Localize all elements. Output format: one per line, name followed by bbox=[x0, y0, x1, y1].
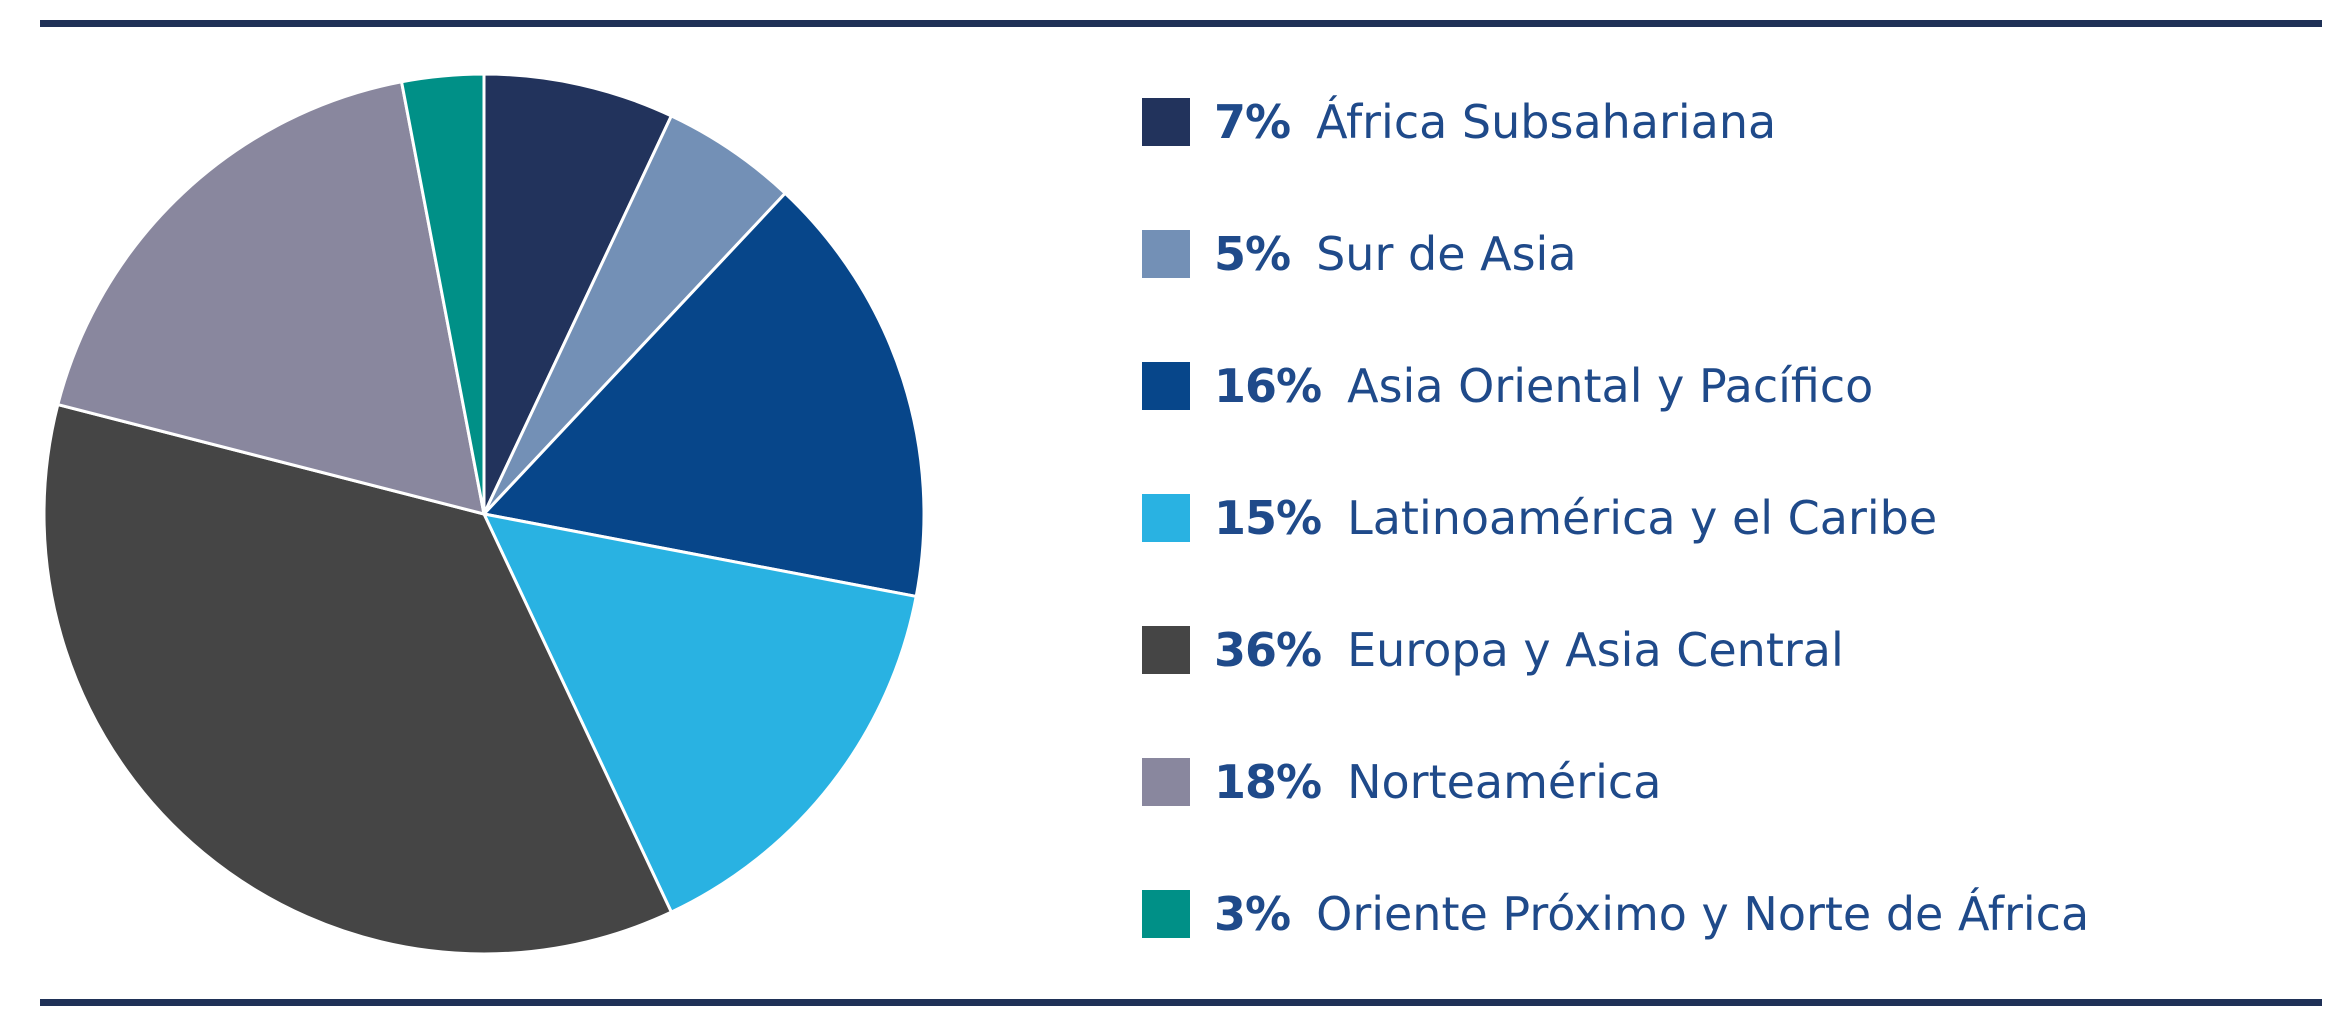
pie-slice-7 bbox=[400, 72, 486, 516]
pie-slice-3 bbox=[482, 191, 926, 598]
legend-label: Sur de Asia bbox=[1316, 227, 1577, 281]
legend-percent: 3% bbox=[1214, 887, 1291, 941]
legend-swatch bbox=[1142, 758, 1190, 806]
top-rule bbox=[40, 20, 2322, 27]
legend: 7% África Subsahariana 5% Sur de Asia 16% Asi… bbox=[1142, 92, 2089, 1016]
legend-percent: 15% bbox=[1214, 491, 1322, 545]
legend-swatch bbox=[1142, 494, 1190, 542]
pie-slice-1 bbox=[482, 72, 673, 516]
legend-item: 15% Latinoamérica y el Caribe bbox=[1142, 488, 2089, 620]
legend-percent: 16% bbox=[1214, 359, 1322, 413]
legend-label: Latinoamérica y el Caribe bbox=[1347, 491, 1938, 545]
legend-label: Oriente Próximo y Norte de África bbox=[1316, 887, 2090, 941]
legend-item: 16% Asia Oriental y Pacífico bbox=[1142, 356, 2089, 488]
legend-percent: 7% bbox=[1214, 95, 1291, 149]
pie-chart bbox=[42, 72, 926, 956]
legend-label: Europa y Asia Central bbox=[1347, 623, 1844, 677]
legend-label: Norteamérica bbox=[1347, 755, 1662, 809]
pie-slice-4 bbox=[482, 512, 918, 914]
pie-slices bbox=[42, 72, 926, 956]
legend-item: 36% Europa y Asia Central bbox=[1142, 620, 2089, 752]
legend-swatch bbox=[1142, 626, 1190, 674]
legend-percent: 5% bbox=[1214, 227, 1291, 281]
legend-percent: 36% bbox=[1214, 623, 1322, 677]
pie-slice-6 bbox=[56, 80, 486, 516]
legend-item: 3% Oriente Próximo y Norte de África bbox=[1142, 884, 2089, 1016]
legend-item: 5% Sur de Asia bbox=[1142, 224, 2089, 356]
legend-swatch bbox=[1142, 230, 1190, 278]
legend-item: 18% Norteamérica bbox=[1142, 752, 2089, 884]
legend-swatch bbox=[1142, 98, 1190, 146]
legend-item: 7% África Subsahariana bbox=[1142, 92, 2089, 224]
bottom-rule bbox=[40, 999, 2322, 1006]
pie-slice-5 bbox=[42, 403, 673, 956]
legend-label: Asia Oriental y Pacífico bbox=[1347, 359, 1874, 413]
legend-label: África Subsahariana bbox=[1316, 95, 1777, 149]
legend-percent: 18% bbox=[1214, 755, 1322, 809]
legend-swatch bbox=[1142, 890, 1190, 938]
legend-swatch bbox=[1142, 362, 1190, 410]
